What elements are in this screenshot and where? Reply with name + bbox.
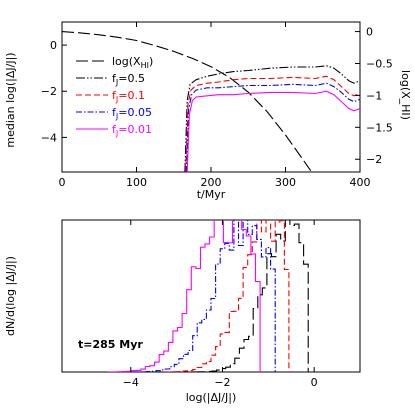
top-series-line-f-j-0-01: [186, 90, 360, 172]
top-x-tick-label: 400: [350, 176, 371, 189]
legend-label-f-j-0-5: fJ=0.5: [112, 72, 145, 87]
top-x-tick-label: 0: [59, 176, 66, 189]
bottom-x-ticks: −4 −2 0: [123, 220, 318, 389]
top-series-line-f-j-0-05: [185, 82, 360, 172]
histogram-f-j-0-01: [108, 220, 261, 372]
top-series-group: [62, 31, 360, 172]
top-series-line-f-j-0-5: [184, 65, 360, 172]
bottom-y-axis-label: dN/d(log |ΔJ/J|): [4, 256, 17, 336]
top-y-tick-label: −2: [41, 85, 57, 98]
bottom-panel: −4 −2 0 t=285 Myr log(|ΔJ/J|) dN/d(log |ΔJ…: [4, 219, 361, 404]
bottom-x-tick-label: −2: [214, 376, 230, 389]
histogram-f-j-0-1: [164, 220, 290, 372]
legend-label-log-x-hi: log(XHI): [112, 55, 153, 70]
top-y-tick-label: 0: [50, 39, 57, 52]
top-y2-tick-label: −0.5: [366, 57, 393, 70]
top-x-tick-label: 200: [201, 176, 222, 189]
top-y2-tick-label: −1: [366, 89, 382, 102]
top-y2-ticks: 0 −0.5 −1 −1.5 −2: [355, 26, 393, 166]
top-y-axis-label: median log(|ΔJ/J|): [4, 52, 17, 147]
legend-label-f-j-0-01: fJ=0.01: [112, 123, 152, 138]
legend-label-f-j-0-1: fJ=0.1: [112, 89, 145, 104]
legend-label-f-j-0-05: fJ=0.05: [112, 106, 152, 121]
bottom-plot-frame: [61, 219, 361, 373]
histogram-f-j-0-5: [193, 220, 309, 372]
top-x-axis-label: t/Myr: [197, 188, 226, 201]
top-x-ticks: 0 100 200 300 400: [59, 22, 371, 189]
top-x-tick-label: 100: [126, 176, 147, 189]
bottom-x-tick-label: −4: [123, 376, 139, 389]
top-series-line-log-x-hi: [62, 31, 313, 172]
top-y2-axis-label: log(X_HI): [399, 70, 412, 120]
top-x-tick-label: 300: [275, 176, 296, 189]
top-y2-tick-label: −2: [366, 153, 382, 166]
bottom-annotation: t=285 Myr: [78, 338, 143, 351]
top-y-tick-label: −4: [41, 131, 57, 144]
top-y-ticks: −4 −2 0: [41, 39, 67, 144]
bottom-x-axis-label: log(|ΔJ/J|): [186, 391, 236, 404]
bottom-x-tick-label: 0: [311, 376, 318, 389]
top-panel: 0 100 200 300 400 −4 −2 0 0 −0.5 −1 −1.5 −2 log(XH…: [4, 21, 412, 201]
bottom-series-group: [108, 220, 309, 372]
top-plot-frame: [61, 21, 361, 173]
histogram-f-j-0-05: [132, 220, 276, 372]
top-y2-tick-label: −1.5: [366, 121, 393, 134]
top-legend: log(XHI) fJ=0.5 fJ=0.1 fJ=0.05 fJ=0.01: [76, 55, 153, 138]
top-series-line-f-j-0-1: [185, 75, 360, 172]
top-y2-tick-label: 0: [366, 26, 373, 39]
